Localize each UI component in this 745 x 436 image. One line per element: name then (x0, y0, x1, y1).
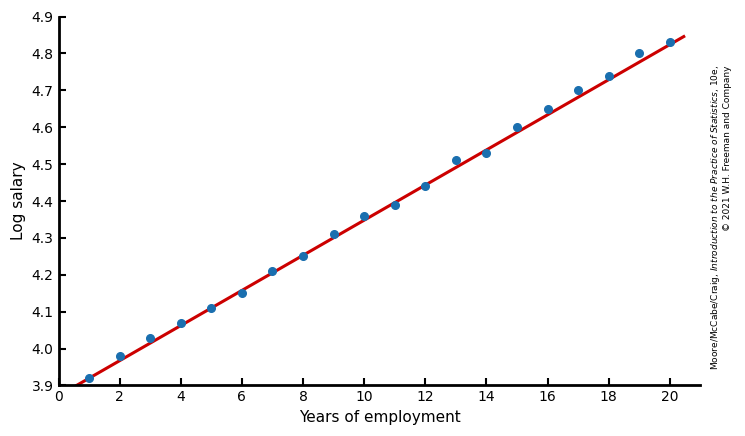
Point (83, 375, 95, 382)
X-axis label: Years of employment: Years of employment (299, 410, 460, 425)
Point (267, 268, 279, 275)
Text: Moore/McCabe/Craig, $\mathit{Introduction\ to\ the\ Practice\ of\ Statistics}$, : Moore/McCabe/Craig, $\mathit{Introductio… (709, 65, 732, 371)
Point (664, 39, 676, 46)
Point (145, 334, 156, 341)
Point (511, 124, 523, 131)
Point (572, 87, 584, 94)
Point (542, 106, 554, 112)
Point (114, 352, 126, 359)
Point (175, 319, 187, 326)
Point (389, 201, 401, 208)
Point (206, 304, 218, 311)
Point (358, 212, 370, 219)
Point (603, 72, 615, 79)
Point (236, 290, 248, 297)
Point (450, 157, 462, 164)
Point (297, 253, 309, 260)
Point (633, 50, 645, 57)
Point (481, 150, 492, 157)
Point (419, 183, 431, 190)
Y-axis label: Log salary: Log salary (11, 162, 26, 240)
Point (328, 231, 340, 238)
